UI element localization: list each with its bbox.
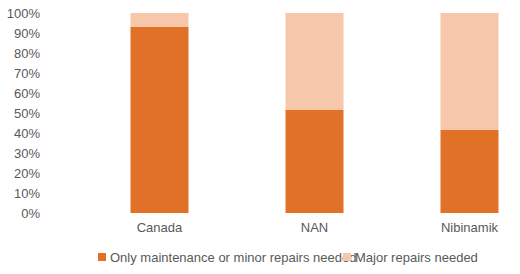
bar-segment	[286, 13, 344, 110]
bar-segment	[131, 27, 189, 213]
legend-swatch	[343, 253, 351, 261]
legend-label: Major repairs needed	[355, 250, 478, 265]
bar-segment	[286, 110, 344, 213]
x-tick-label: Canada	[137, 220, 183, 235]
y-tick-label: 50%	[14, 106, 40, 121]
bars	[131, 13, 499, 213]
x-tick-label: NAN	[301, 220, 328, 235]
legend-swatch	[98, 253, 106, 261]
bar-segment	[441, 130, 499, 213]
y-tick-label: 90%	[14, 26, 40, 41]
bar-segment	[441, 13, 499, 130]
y-tick-label: 40%	[14, 126, 40, 141]
y-tick-label: 30%	[14, 146, 40, 161]
legend-label: Only maintenance or minor repairs needed	[110, 250, 356, 265]
y-tick-label: 100%	[7, 6, 41, 21]
y-tick-label: 20%	[14, 166, 40, 181]
y-tick-label: 60%	[14, 86, 40, 101]
y-tick-label: 80%	[14, 46, 40, 61]
x-tick-label: Nibinamik	[441, 220, 499, 235]
y-tick-label: 10%	[14, 186, 40, 201]
y-tick-label: 0%	[21, 206, 40, 221]
chart: 0% 10% 20% 30% 40% 50% 60% 70% 80% 90% 100% Canada N…	[0, 0, 520, 274]
y-tick-label: 70%	[14, 66, 40, 81]
bar-segment	[131, 13, 189, 27]
